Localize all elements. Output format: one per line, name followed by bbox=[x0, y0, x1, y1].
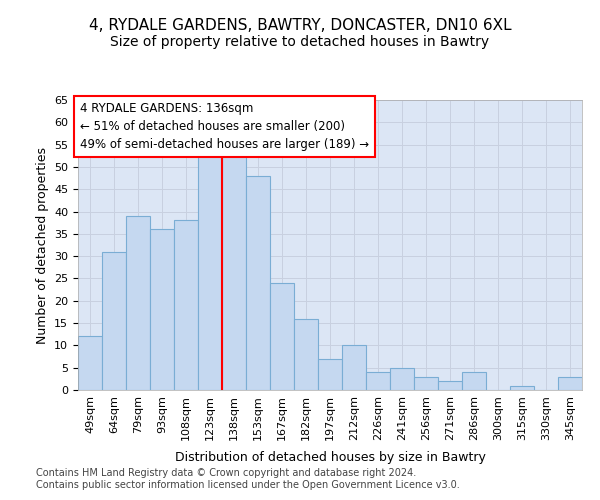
Bar bbox=[366, 372, 390, 390]
Bar bbox=[222, 149, 246, 390]
Bar bbox=[126, 216, 150, 390]
Bar bbox=[198, 154, 222, 390]
Bar bbox=[414, 376, 438, 390]
Bar bbox=[102, 252, 126, 390]
Text: 4, RYDALE GARDENS, BAWTRY, DONCASTER, DN10 6XL: 4, RYDALE GARDENS, BAWTRY, DONCASTER, DN… bbox=[89, 18, 511, 32]
Bar bbox=[438, 381, 462, 390]
Bar bbox=[510, 386, 534, 390]
Bar bbox=[318, 359, 342, 390]
Bar bbox=[342, 346, 366, 390]
Bar bbox=[78, 336, 102, 390]
Bar bbox=[174, 220, 198, 390]
Text: Contains public sector information licensed under the Open Government Licence v3: Contains public sector information licen… bbox=[36, 480, 460, 490]
Bar bbox=[294, 318, 318, 390]
Bar bbox=[558, 376, 582, 390]
Text: Size of property relative to detached houses in Bawtry: Size of property relative to detached ho… bbox=[110, 35, 490, 49]
Bar bbox=[246, 176, 270, 390]
Text: Contains HM Land Registry data © Crown copyright and database right 2024.: Contains HM Land Registry data © Crown c… bbox=[36, 468, 416, 477]
Bar bbox=[150, 230, 174, 390]
X-axis label: Distribution of detached houses by size in Bawtry: Distribution of detached houses by size … bbox=[175, 451, 485, 464]
Text: 4 RYDALE GARDENS: 136sqm
← 51% of detached houses are smaller (200)
49% of semi-: 4 RYDALE GARDENS: 136sqm ← 51% of detach… bbox=[80, 102, 370, 151]
Bar bbox=[390, 368, 414, 390]
Bar bbox=[462, 372, 486, 390]
Y-axis label: Number of detached properties: Number of detached properties bbox=[35, 146, 49, 344]
Bar bbox=[270, 283, 294, 390]
